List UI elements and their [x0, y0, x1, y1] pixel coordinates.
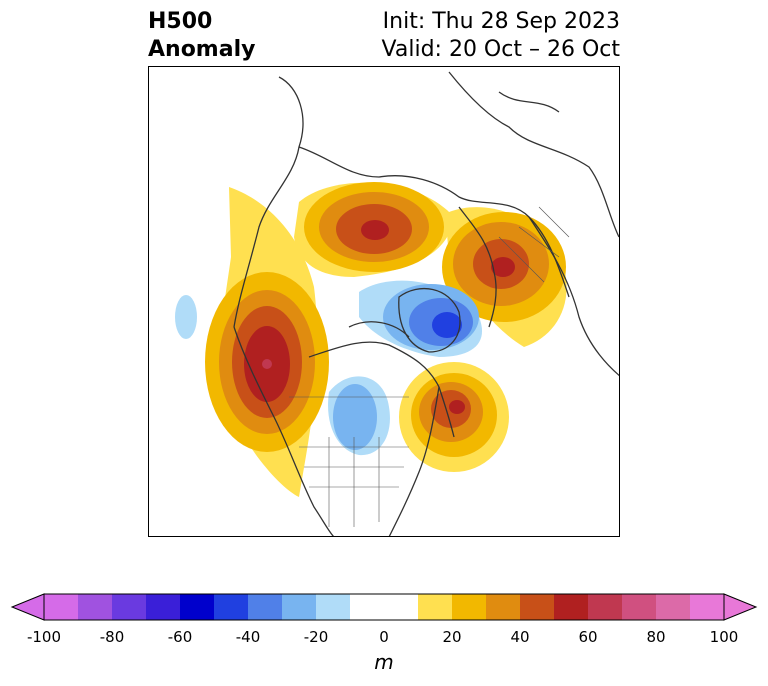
title-line-2: Anomaly	[148, 37, 256, 62]
anomaly-canada-low	[328, 376, 390, 456]
colorbar-unit: m	[374, 650, 394, 674]
valid-range: Valid: 20 Oct – 26 Oct	[381, 37, 620, 62]
colorbar-segment	[554, 594, 589, 620]
colorbar-segment	[146, 594, 181, 620]
anomaly-siberia	[294, 182, 454, 277]
colorbar-segment	[350, 594, 385, 620]
colorbar-segment	[316, 594, 351, 620]
colorbar-segment	[44, 594, 79, 620]
colorbar-tick-label: 40	[510, 628, 530, 646]
anomaly-labrador	[399, 362, 509, 472]
map-svg	[175, 71, 619, 536]
colorbar-tick-label: 60	[578, 628, 598, 646]
colorbar-segment	[180, 594, 215, 620]
colorbar-tick-label: 0	[379, 628, 389, 646]
coastlines	[233, 71, 619, 536]
colorbar-segment	[248, 594, 283, 620]
colorbar-min-extension	[10, 593, 45, 621]
colorbar-segment	[656, 594, 691, 620]
colorbar-tick-label: 100	[709, 628, 739, 646]
colorbar-segment	[214, 594, 249, 620]
colorbar-segment	[622, 594, 657, 620]
map-title: H500 Anomaly	[148, 8, 255, 64]
colorbar-segment	[588, 594, 623, 620]
colorbar-segment	[78, 594, 113, 620]
anomaly-scandinavia	[442, 207, 567, 347]
colorbar-segments	[44, 594, 725, 620]
colorbar-segment	[384, 594, 419, 620]
forecast-info: Init: Thu 28 Sep 2023 Valid: 20 Oct – 26…	[382, 8, 620, 64]
colorbar	[10, 593, 758, 621]
colorbar-tick-label: 20	[442, 628, 462, 646]
colorbar-segment	[486, 594, 521, 620]
init-date: Init: Thu 28 Sep 2023	[382, 9, 620, 34]
colorbar-tick-label: -60	[167, 628, 193, 646]
colorbar-segment	[452, 594, 487, 620]
colorbar-segment	[112, 594, 147, 620]
title-line-1: H500	[148, 9, 213, 34]
colorbar-segment	[690, 594, 725, 620]
colorbar-tick-label: -100	[26, 628, 62, 646]
colorbar-segment	[282, 594, 317, 620]
colorbar-max-extension	[723, 593, 758, 621]
political-borders	[289, 206, 570, 527]
anomaly-pacific-low	[175, 295, 197, 339]
colorbar-segment	[418, 594, 453, 620]
colorbar-tick-label: -80	[99, 628, 125, 646]
colorbar-tick-label: -40	[235, 628, 261, 646]
colorbar-tick-label: 80	[646, 628, 666, 646]
colorbar-border	[43, 593, 725, 621]
colorbar-segment	[520, 594, 555, 620]
colorbar-tick-label: -20	[303, 628, 329, 646]
anomaly-map	[148, 66, 620, 537]
